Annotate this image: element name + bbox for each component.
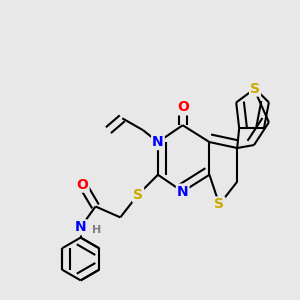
Text: S: S — [133, 188, 143, 202]
Text: O: O — [177, 100, 189, 114]
Text: N: N — [75, 220, 86, 234]
Text: N: N — [177, 184, 188, 199]
Text: S: S — [250, 82, 260, 96]
Text: N: N — [152, 135, 164, 149]
Text: H: H — [92, 225, 101, 235]
Text: O: O — [77, 178, 88, 192]
Text: S: S — [214, 197, 224, 212]
